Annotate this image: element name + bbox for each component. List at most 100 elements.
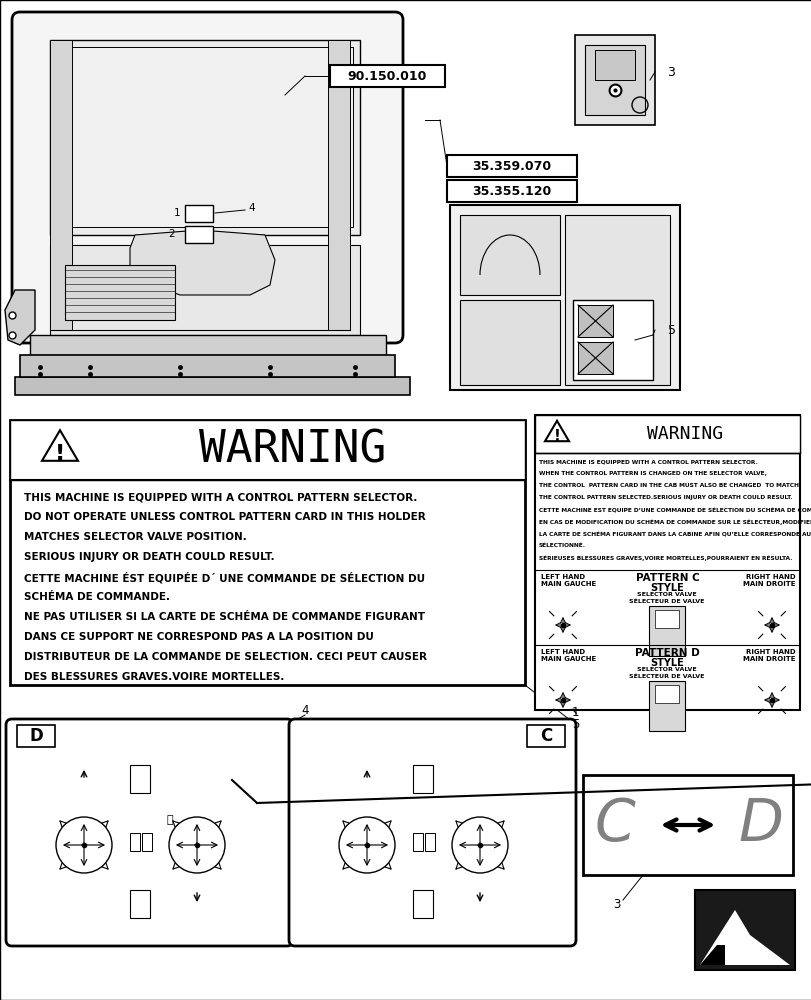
Polygon shape	[699, 910, 789, 965]
Text: WARNING: WARNING	[199, 428, 386, 472]
Text: 5: 5	[667, 324, 676, 336]
Text: SÉLECTEUR DE VALVE: SÉLECTEUR DE VALVE	[629, 599, 704, 604]
Text: EN CAS DE MODIFICATION DU SCHÉMA DE COMMANDE SUR LE SÉLECTEUR,MODIFIER ÉGALEMENT: EN CAS DE MODIFICATION DU SCHÉMA DE COMM…	[539, 519, 811, 525]
Bar	[185, 226, 212, 243]
Bar	[582, 775, 792, 875]
Text: STYLE: STYLE	[650, 658, 684, 668]
Text: 35.359.070: 35.359.070	[472, 160, 551, 173]
Text: NE PAS UTILISER SI LA CARTE DE SCHÉMA DE COMMANDE FIGURANT: NE PAS UTILISER SI LA CARTE DE SCHÉMA DE…	[24, 612, 424, 622]
Text: SÉLECTIONNÉ.: SÉLECTIONNÉ.	[539, 543, 586, 548]
Bar	[594, 50, 634, 80]
Bar	[57, 47, 353, 227]
Text: MATCHES SELECTOR VALVE POSITION.: MATCHES SELECTOR VALVE POSITION.	[24, 532, 247, 542]
Bar	[185, 205, 212, 222]
Text: 🪣: 🪣	[166, 815, 173, 825]
Text: CETTE MACHINE ÉST EQUIPÉE D´ UNE COMMANDE DE SÉLECTION DU: CETTE MACHINE ÉST EQUIPÉE D´ UNE COMMAND…	[24, 572, 425, 584]
Bar	[243, 725, 281, 747]
Text: MAIN GAUCHE: MAIN GAUCHE	[540, 581, 595, 587]
Text: THIS MACHINE IS EQUIPPED WITH A CONTROL PATTERN SELECTOR.: THIS MACHINE IS EQUIPPED WITH A CONTROL …	[24, 492, 417, 502]
Text: THIS MACHINE IS EQUIPPED WITH A CONTROL PATTERN SELECTOR.: THIS MACHINE IS EQUIPPED WITH A CONTROL …	[539, 459, 757, 464]
Text: !: !	[553, 429, 560, 444]
Bar	[573, 300, 652, 380]
Bar	[17, 725, 55, 747]
Bar	[694, 890, 794, 970]
Bar	[577, 305, 612, 337]
Bar	[526, 725, 564, 747]
Text: THE CONTROL PATTERN SELECTED.SERIOUS INJURY OR DEATH COULD RESULT.: THE CONTROL PATTERN SELECTED.SERIOUS INJ…	[539, 495, 792, 500]
Text: 4: 4	[247, 203, 255, 213]
Text: THE CONTROL  PATTERN CARD IN THE CAB MUST ALSO BE CHANGED  TO MATCH: THE CONTROL PATTERN CARD IN THE CAB MUST…	[539, 483, 798, 488]
Text: MAIN DROITE: MAIN DROITE	[743, 656, 795, 662]
Text: RIGHT HAND: RIGHT HAND	[745, 574, 795, 580]
Text: DISTRIBUTEUR DE LA COMMANDE DE SELECTION. CECI PEUT CAUSER: DISTRIBUTEUR DE LA COMMANDE DE SELECTION…	[24, 652, 427, 662]
Text: SERIOUS INJURY OR DEATH COULD RESULT.: SERIOUS INJURY OR DEATH COULD RESULT.	[24, 552, 274, 562]
Text: PATTERN D: PATTERN D	[634, 648, 699, 658]
Bar	[50, 40, 72, 330]
Bar	[648, 681, 684, 731]
Bar	[564, 215, 669, 385]
Text: LEFT HAND: LEFT HAND	[540, 574, 585, 580]
Bar	[413, 765, 432, 793]
Text: SELECTOR VALVE: SELECTOR VALVE	[637, 667, 696, 672]
Text: DES BLESSURES GRAVES.VOIRE MORTELLES.: DES BLESSURES GRAVES.VOIRE MORTELLES.	[24, 672, 284, 682]
Text: SÉLECTEUR DE VALVE: SÉLECTEUR DE VALVE	[629, 674, 704, 679]
Bar	[50, 40, 359, 235]
Bar	[446, 155, 577, 177]
Bar	[10, 420, 525, 685]
Text: 3: 3	[613, 898, 620, 911]
Bar	[460, 215, 560, 295]
Text: 4: 4	[301, 704, 308, 716]
Bar	[50, 245, 359, 335]
Bar	[15, 377, 410, 395]
Text: !: !	[55, 444, 65, 464]
Bar	[130, 890, 150, 918]
Bar	[648, 606, 684, 656]
Bar	[130, 765, 150, 793]
Text: SELECTOR VALVE: SELECTOR VALVE	[637, 592, 696, 597]
Bar	[654, 685, 678, 703]
Bar	[534, 415, 799, 453]
Text: 2: 2	[168, 229, 175, 239]
Text: 3: 3	[666, 66, 674, 79]
Text: PATTERN C: PATTERN C	[635, 573, 698, 583]
Bar	[329, 65, 444, 87]
Bar	[654, 610, 678, 628]
Bar	[65, 265, 175, 320]
Polygon shape	[130, 230, 275, 295]
Text: SÉRIEUSES BLESSURES GRAVES,VOIRE MORTELLES,POURRAIENT EN RÉSULTA.: SÉRIEUSES BLESSURES GRAVES,VOIRE MORTELL…	[539, 555, 792, 561]
Polygon shape	[699, 945, 724, 965]
Bar	[413, 890, 432, 918]
Text: D: D	[737, 796, 783, 853]
Bar	[577, 342, 612, 374]
Bar	[30, 335, 385, 355]
Text: WARNING: WARNING	[646, 425, 723, 443]
Text: DO NOT OPERATE UNLESS CONTROL PATTERN CARD IN THIS HOLDER: DO NOT OPERATE UNLESS CONTROL PATTERN CA…	[24, 512, 425, 522]
Text: STYLE: STYLE	[650, 583, 684, 593]
FancyBboxPatch shape	[6, 719, 293, 946]
Bar	[584, 45, 644, 115]
FancyBboxPatch shape	[12, 12, 402, 343]
Text: 35.355.120: 35.355.120	[472, 185, 551, 198]
Text: CETTE MACHINE EST EQUIPE D’UNE COMMANDE DE SÉLECTION DU SCHÉMA DE COMMANDE.: CETTE MACHINE EST EQUIPE D’UNE COMMANDE …	[539, 507, 811, 513]
Bar	[413, 833, 423, 851]
Text: RIGHT HAND: RIGHT HAND	[745, 649, 795, 655]
Bar	[130, 833, 139, 851]
Text: LEFT HAND: LEFT HAND	[540, 649, 585, 655]
Bar	[142, 833, 152, 851]
FancyBboxPatch shape	[289, 719, 575, 946]
Bar	[424, 833, 435, 851]
Text: C: C	[539, 727, 551, 745]
Text: DANS CE SUPPORT NE CORRESPOND PAS A LA POSITION DU: DANS CE SUPPORT NE CORRESPOND PAS A LA P…	[24, 632, 373, 642]
Text: 90.150.010: 90.150.010	[347, 70, 426, 83]
Bar	[460, 300, 560, 385]
Text: WHEN THE CONTROL PATTERN IS CHANGED ON THE SELECTOR VALVE,: WHEN THE CONTROL PATTERN IS CHANGED ON T…	[539, 471, 766, 476]
Bar	[449, 205, 679, 390]
Text: 5: 5	[571, 718, 579, 732]
Text: C: C	[594, 796, 634, 853]
Polygon shape	[5, 290, 35, 345]
Text: MAIN GAUCHE: MAIN GAUCHE	[540, 656, 595, 662]
Bar	[534, 415, 799, 710]
Bar	[328, 40, 350, 330]
Text: 1: 1	[174, 208, 180, 218]
Text: SCHÉMA DE COMMANDE.: SCHÉMA DE COMMANDE.	[24, 592, 169, 602]
